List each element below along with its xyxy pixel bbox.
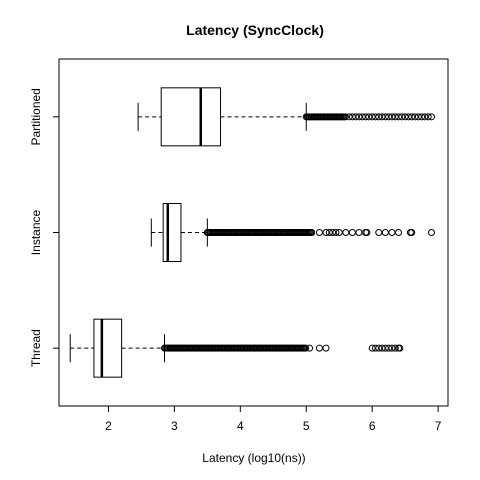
outlier-point: [335, 229, 343, 236]
outlier-point: [355, 113, 363, 121]
outlier-point: [329, 229, 337, 236]
outlier-point: [428, 113, 436, 121]
outlier-point: [388, 113, 396, 121]
outlier-point: [332, 229, 340, 236]
outlier-point: [391, 113, 399, 121]
outlier-point: [381, 229, 389, 236]
outlier-point: [428, 229, 436, 236]
outlier-point: [322, 344, 330, 352]
outlier-point: [315, 344, 323, 352]
outlier-point: [408, 113, 416, 121]
outlier-point: [363, 229, 371, 236]
outlier-point: [396, 344, 404, 352]
outlier-point: [365, 113, 373, 121]
box-series: [69, 87, 436, 378]
outlier-point: [411, 113, 419, 121]
outlier-point: [362, 113, 370, 121]
outlier-point: [375, 113, 383, 121]
outlier-point: [398, 113, 406, 121]
outlier-point: [375, 344, 383, 352]
x-tick-label: 5: [303, 419, 310, 433]
outlier-point: [408, 229, 416, 236]
x-tick-label: 3: [171, 419, 178, 433]
outlier-point: [348, 229, 356, 236]
outlier-point: [371, 113, 379, 121]
outlier-point: [345, 113, 353, 121]
outlier-point: [355, 229, 363, 236]
outlier-point: [308, 229, 316, 236]
outlier-point: [385, 344, 393, 352]
outlier-point: [341, 113, 349, 121]
box-thread: [69, 318, 404, 378]
outlier-point: [401, 113, 409, 121]
outlier-point: [404, 113, 412, 121]
outlier-point: [306, 344, 314, 352]
outlier-point: [414, 113, 422, 121]
outlier-point: [418, 113, 426, 121]
outlier-point: [371, 344, 379, 352]
outlier-point: [352, 113, 360, 121]
x-axis-label: Latency (log10(ns)): [202, 451, 305, 465]
outlier-point: [302, 344, 310, 352]
x-tick-label: 4: [237, 419, 244, 433]
iqr-box: [160, 87, 222, 147]
y-axis: Thread Instance Partitioned: [29, 88, 59, 367]
outliers: [203, 229, 436, 236]
box-partitioned: [137, 87, 436, 147]
outlier-point: [368, 113, 376, 121]
outliers: [302, 113, 436, 121]
outlier-point: [421, 113, 429, 121]
outlier-point: [378, 344, 386, 352]
outlier-point: [315, 229, 323, 236]
outlier-point: [378, 113, 386, 121]
outlier-point: [325, 229, 333, 236]
outlier-point: [388, 229, 396, 236]
iqr-box: [162, 203, 182, 262]
outlier-point: [391, 344, 399, 352]
outlier-point: [424, 113, 432, 121]
outlier-point: [368, 344, 376, 352]
chart-title: Latency (SyncClock): [186, 22, 324, 38]
outlier-point: [395, 113, 403, 121]
x-tick-label: 7: [435, 419, 442, 433]
x-tick-label: 6: [369, 419, 376, 433]
outlier-point: [342, 229, 350, 236]
outliers: [160, 344, 404, 352]
outlier-point: [375, 229, 383, 236]
y-tick-label: Instance: [29, 209, 43, 255]
outlier-point: [358, 113, 366, 121]
box-instance: [150, 203, 436, 262]
iqr-box: [93, 318, 123, 378]
outlier-point: [322, 229, 330, 236]
outlier-point: [381, 113, 389, 121]
outlier-point: [385, 113, 393, 121]
y-tick-label: Thread: [29, 329, 43, 367]
y-tick-label: Partitioned: [29, 88, 43, 145]
outlier-point: [395, 229, 403, 236]
x-tick-label: 2: [105, 419, 112, 433]
outlier-point: [348, 113, 356, 121]
outlier-point: [381, 344, 389, 352]
outlier-point: [388, 344, 396, 352]
x-axis: 2 3 4 5 6 7: [105, 405, 442, 433]
